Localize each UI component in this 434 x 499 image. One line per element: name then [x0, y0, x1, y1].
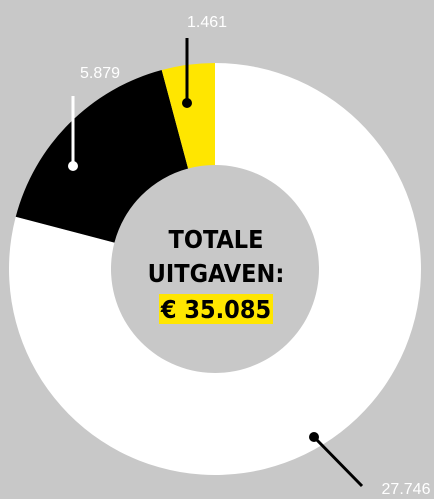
donut-slice — [161, 63, 215, 169]
leader-dot — [68, 161, 78, 171]
center-title: TOTALE — [169, 225, 264, 254]
donut-slice — [15, 70, 189, 243]
leader-dot — [182, 98, 192, 108]
donut-slice — [9, 63, 421, 475]
total-highlight — [159, 294, 273, 324]
value-label: 1.461 — [187, 14, 227, 31]
center-title: UITGAVEN: — [148, 259, 285, 288]
value-label: 5.879 — [80, 65, 120, 82]
leader-line — [312, 435, 364, 488]
leader-dot — [309, 432, 319, 442]
value-label: 27.746 — [382, 481, 431, 498]
center-total: € 35.085 — [160, 295, 271, 324]
